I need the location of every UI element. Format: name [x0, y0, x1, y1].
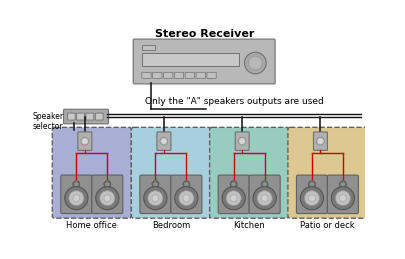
Circle shape	[105, 182, 109, 186]
Circle shape	[178, 191, 194, 206]
FancyBboxPatch shape	[326, 175, 358, 214]
Bar	[142, 45, 154, 50]
Circle shape	[238, 137, 245, 145]
FancyBboxPatch shape	[296, 175, 326, 214]
FancyBboxPatch shape	[61, 175, 92, 214]
FancyBboxPatch shape	[313, 132, 326, 150]
FancyBboxPatch shape	[287, 127, 366, 218]
FancyBboxPatch shape	[171, 175, 201, 214]
Circle shape	[339, 195, 345, 202]
Circle shape	[64, 187, 88, 210]
FancyBboxPatch shape	[163, 72, 173, 78]
FancyBboxPatch shape	[152, 72, 162, 78]
Circle shape	[244, 52, 266, 74]
Circle shape	[174, 187, 198, 210]
Circle shape	[96, 187, 119, 210]
FancyBboxPatch shape	[234, 132, 249, 150]
Circle shape	[308, 195, 315, 202]
Circle shape	[316, 137, 324, 145]
Circle shape	[304, 191, 319, 206]
Circle shape	[339, 181, 345, 188]
Circle shape	[256, 191, 271, 206]
FancyBboxPatch shape	[77, 113, 84, 120]
Circle shape	[143, 187, 166, 210]
Circle shape	[318, 139, 322, 143]
Circle shape	[182, 181, 190, 188]
Text: Stereo Receiver: Stereo Receiver	[154, 29, 253, 39]
FancyBboxPatch shape	[249, 175, 279, 214]
Text: Home office: Home office	[66, 221, 117, 230]
Circle shape	[81, 137, 89, 145]
FancyBboxPatch shape	[185, 72, 194, 78]
FancyBboxPatch shape	[78, 132, 92, 150]
FancyBboxPatch shape	[92, 175, 123, 214]
FancyBboxPatch shape	[207, 72, 216, 78]
Circle shape	[100, 191, 115, 206]
FancyBboxPatch shape	[131, 127, 210, 218]
Circle shape	[300, 187, 323, 210]
Circle shape	[82, 139, 87, 143]
Circle shape	[182, 195, 190, 202]
Circle shape	[226, 191, 241, 206]
FancyBboxPatch shape	[174, 72, 183, 78]
Circle shape	[147, 191, 162, 206]
Circle shape	[248, 56, 262, 70]
FancyBboxPatch shape	[217, 175, 249, 214]
Circle shape	[160, 137, 167, 145]
Circle shape	[222, 187, 245, 210]
Circle shape	[309, 182, 313, 186]
FancyBboxPatch shape	[95, 113, 103, 120]
FancyBboxPatch shape	[63, 109, 108, 124]
Text: Patio or deck: Patio or deck	[299, 221, 354, 230]
Circle shape	[260, 195, 267, 202]
FancyBboxPatch shape	[209, 127, 288, 218]
Text: Kitchen: Kitchen	[233, 221, 264, 230]
Circle shape	[231, 182, 235, 186]
Circle shape	[68, 191, 84, 206]
Circle shape	[335, 191, 350, 206]
Circle shape	[308, 181, 315, 188]
FancyBboxPatch shape	[140, 175, 171, 214]
Circle shape	[230, 181, 237, 188]
FancyBboxPatch shape	[52, 127, 131, 218]
Circle shape	[239, 139, 244, 143]
Text: Only the "A" speakers outputs are used: Only the "A" speakers outputs are used	[145, 97, 323, 106]
Circle shape	[340, 182, 344, 186]
Circle shape	[151, 181, 158, 188]
Circle shape	[74, 182, 78, 186]
FancyBboxPatch shape	[196, 72, 205, 78]
Text: Bedroom: Bedroom	[151, 221, 190, 230]
Circle shape	[72, 195, 80, 202]
FancyBboxPatch shape	[133, 39, 275, 84]
Bar	[142, 53, 239, 66]
Text: Speaker
selector: Speaker selector	[32, 112, 63, 131]
Circle shape	[330, 187, 354, 210]
Circle shape	[153, 182, 157, 186]
Circle shape	[184, 182, 188, 186]
FancyBboxPatch shape	[141, 72, 151, 78]
Circle shape	[230, 195, 237, 202]
Circle shape	[262, 182, 266, 186]
Circle shape	[72, 181, 80, 188]
Circle shape	[161, 139, 166, 143]
Circle shape	[260, 181, 267, 188]
FancyBboxPatch shape	[86, 113, 94, 120]
Circle shape	[252, 187, 275, 210]
FancyBboxPatch shape	[67, 113, 75, 120]
Circle shape	[104, 195, 111, 202]
Circle shape	[151, 195, 158, 202]
Circle shape	[104, 181, 111, 188]
FancyBboxPatch shape	[157, 132, 171, 150]
